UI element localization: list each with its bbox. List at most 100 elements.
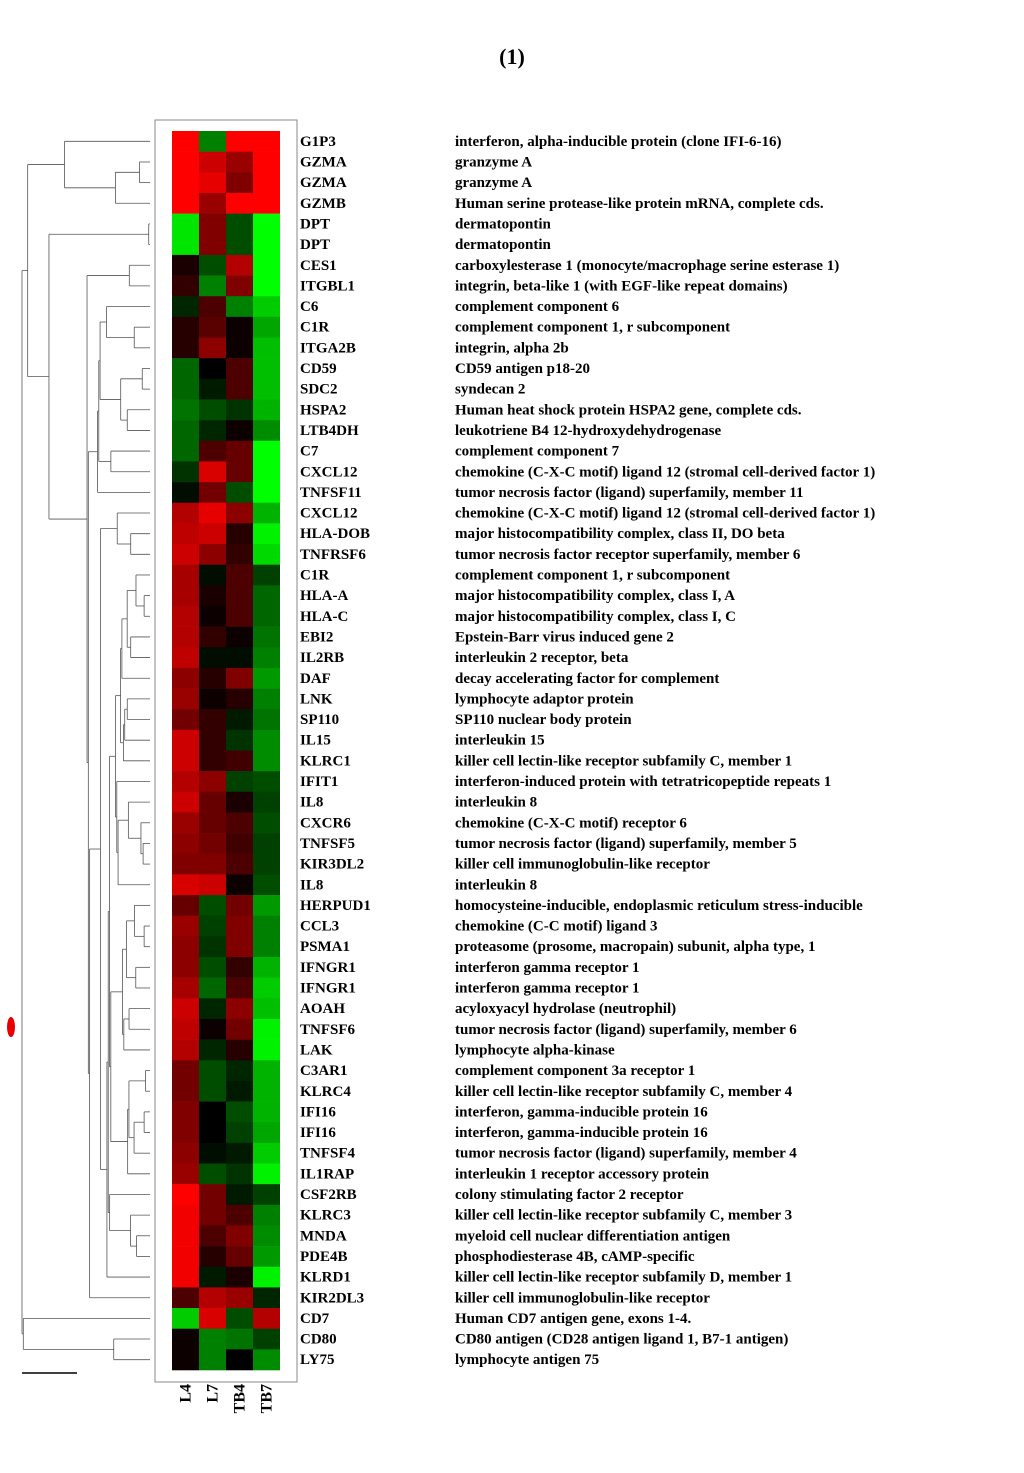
gene-symbol: CD59 bbox=[300, 361, 337, 377]
gene-symbol: TNFSF5 bbox=[300, 836, 355, 852]
heatmap-cell bbox=[253, 337, 280, 359]
heatmap-cell bbox=[199, 853, 226, 875]
heatmap-cell bbox=[172, 605, 199, 627]
heatmap-cell bbox=[226, 605, 253, 627]
heatmap-cell bbox=[172, 626, 199, 648]
gene-description: homocysteine-inducible, endoplasmic reti… bbox=[455, 898, 863, 914]
heatmap-cell bbox=[172, 192, 199, 214]
heatmap-cell bbox=[226, 1080, 253, 1102]
gene-description: chemokine (C-X-C motif) receptor 6 bbox=[455, 815, 687, 831]
heatmap-cell bbox=[172, 1122, 199, 1144]
gene-description: killer cell lectin-like receptor subfami… bbox=[455, 1270, 792, 1286]
gene-description: complement component 6 bbox=[455, 299, 620, 315]
heatmap-cell bbox=[253, 853, 280, 875]
gene-symbol: KLRC3 bbox=[300, 1208, 351, 1224]
heatmap-cell bbox=[253, 1018, 280, 1040]
heatmap-cell bbox=[172, 440, 199, 462]
heatmap-cell bbox=[226, 234, 253, 256]
heatmap-cell bbox=[199, 957, 226, 978]
row-labels: G1P3 interferon, alpha-inducible protein … bbox=[300, 134, 875, 1368]
heatmap-cell bbox=[199, 1018, 226, 1040]
gene-symbol: IL8 bbox=[300, 795, 323, 811]
gene-description: killer cell lectin-like receptor subfami… bbox=[455, 1208, 792, 1224]
gene-description: leukotriene B4 12-hydroxydehydrogenase bbox=[455, 423, 721, 439]
heatmap-cell bbox=[199, 688, 226, 710]
gene-symbol: CD80 bbox=[300, 1332, 337, 1348]
gene-symbol: HLA-DOB bbox=[300, 526, 370, 542]
heatmap-cell bbox=[172, 1142, 199, 1164]
heatmap-cell bbox=[172, 1287, 199, 1309]
heatmap-cell bbox=[172, 316, 199, 338]
gene-symbol: GZMB bbox=[300, 196, 346, 212]
heatmap-cell bbox=[253, 874, 280, 896]
heatmap-cell bbox=[253, 254, 280, 276]
heatmap-cell bbox=[199, 1287, 226, 1309]
heatmap-cell bbox=[253, 957, 280, 978]
gene-description: carboxylesterase 1 (monocyte/macrophage … bbox=[455, 258, 839, 274]
heatmap-cell bbox=[199, 626, 226, 648]
heatmap-cell bbox=[199, 833, 226, 855]
heatmap-cell bbox=[172, 564, 199, 586]
heatmap-cell bbox=[199, 1184, 226, 1206]
heatmap-cell bbox=[199, 977, 226, 999]
heatmap-cell bbox=[172, 1039, 199, 1061]
heatmap-cell bbox=[253, 296, 280, 318]
heatmap-cell bbox=[253, 1328, 280, 1350]
heatmap-cell bbox=[172, 1328, 199, 1350]
heatmap-cell bbox=[226, 667, 253, 689]
gene-description: killer cell lectin-like receptor subfami… bbox=[455, 753, 792, 769]
gene-symbol: KIR2DL3 bbox=[300, 1290, 364, 1306]
heatmap-cell bbox=[226, 358, 253, 380]
heatmap-cell bbox=[172, 131, 199, 152]
gene-description: granzyme A bbox=[455, 175, 532, 191]
gene-symbol: CXCL12 bbox=[300, 464, 358, 480]
heatmap-cell bbox=[253, 605, 280, 627]
gene-symbol: CXCR6 bbox=[300, 815, 351, 831]
heatmap-cell bbox=[172, 709, 199, 731]
heatmap-cell bbox=[226, 1142, 253, 1164]
gene-description: interferon-induced protein with tetratri… bbox=[455, 774, 831, 790]
heatmap-cell bbox=[199, 771, 226, 793]
heatmap-cell bbox=[226, 192, 253, 214]
heatmap-cell bbox=[172, 1060, 199, 1082]
heatmap-cell bbox=[226, 1225, 253, 1247]
heatmap-cell bbox=[253, 275, 280, 297]
gene-description: complement component 1, r subcomponent bbox=[455, 320, 730, 336]
heatmap-cell bbox=[253, 833, 280, 855]
gene-symbol: SDC2 bbox=[300, 382, 338, 398]
heatmap-cell bbox=[172, 750, 199, 772]
heatmap-cell bbox=[226, 399, 253, 421]
heatmap-cell bbox=[253, 378, 280, 400]
heatmap-cell bbox=[199, 812, 226, 834]
heatmap-cell bbox=[199, 399, 226, 421]
heatmap-cell bbox=[226, 812, 253, 834]
heatmap-cell bbox=[199, 605, 226, 627]
heatmap-cell bbox=[226, 296, 253, 318]
heatmap-cell bbox=[199, 647, 226, 669]
heatmap-cell bbox=[253, 1122, 280, 1144]
gene-description: major histocompatibility complex, class … bbox=[455, 526, 785, 542]
gene-description: Human serine protease-like protein mRNA,… bbox=[455, 196, 824, 212]
gene-description: complement component 1, r subcomponent bbox=[455, 568, 730, 584]
heatmap-cell bbox=[253, 234, 280, 256]
page-title: (1) bbox=[499, 44, 525, 69]
heatmap-cell bbox=[253, 172, 280, 194]
gene-description: lymphocyte alpha-kinase bbox=[455, 1042, 615, 1058]
gene-description: killer cell immunoglobulin-like receptor bbox=[455, 857, 710, 873]
selection-marker bbox=[7, 1017, 15, 1037]
heatmap-cell bbox=[226, 440, 253, 462]
heatmap-cell bbox=[199, 254, 226, 276]
heatmap-cell bbox=[226, 1204, 253, 1226]
heatmap-cell bbox=[226, 275, 253, 297]
heatmap-cell bbox=[199, 1142, 226, 1164]
heatmap-cell bbox=[226, 1308, 253, 1329]
heatmap-cell bbox=[226, 585, 253, 607]
heatmap-cell bbox=[226, 1018, 253, 1040]
heatmap-cell bbox=[253, 399, 280, 421]
heatmap-cell bbox=[172, 213, 199, 235]
heatmap-cell bbox=[226, 957, 253, 978]
heatmap-cell bbox=[199, 296, 226, 318]
gene-description: lymphocyte antigen 75 bbox=[455, 1352, 599, 1368]
heatmap-cell bbox=[253, 1060, 280, 1082]
gene-description: granzyme A bbox=[455, 155, 532, 171]
